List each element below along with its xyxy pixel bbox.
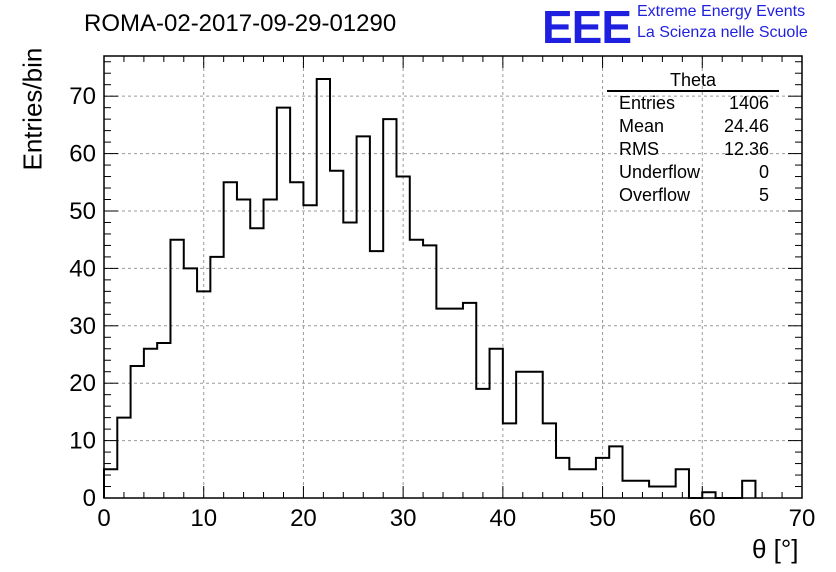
histogram-bin <box>636 481 649 498</box>
stats-label: Overflow <box>619 185 691 205</box>
stats-value: 24.46 <box>723 116 769 136</box>
x-tick-label: 40 <box>490 505 517 532</box>
stats-title: Theta <box>607 70 779 92</box>
histogram-bin <box>157 343 170 498</box>
y-tick-label: 70 <box>69 83 96 110</box>
y-axis-label: Entries/bin <box>17 47 48 171</box>
histogram-bin <box>649 487 662 498</box>
histogram-bin <box>317 79 330 498</box>
histogram-bin <box>410 240 423 498</box>
histogram-bin <box>104 469 117 498</box>
histogram-bin <box>237 200 250 498</box>
x-tick-label: 20 <box>290 505 317 532</box>
stats-label: Mean <box>619 116 665 136</box>
histogram-bin <box>250 228 263 498</box>
histogram-bin <box>676 469 689 498</box>
histogram-bin <box>290 182 303 498</box>
histogram-bin <box>436 309 449 498</box>
histogram-bin <box>224 182 237 498</box>
histogram-bin <box>210 257 223 498</box>
histogram-bin <box>330 171 343 498</box>
stats-value: 0 <box>758 162 769 182</box>
logo-line-2: La Scienza nelle Scuole <box>637 24 808 41</box>
histogram-bin <box>423 245 436 498</box>
stats-value: 1406 <box>728 93 769 113</box>
y-tick-label: 30 <box>69 313 96 340</box>
histogram-bin <box>117 418 130 498</box>
histogram-bin <box>144 349 157 498</box>
histogram-bin <box>516 372 529 498</box>
histogram-bin <box>543 423 556 498</box>
stats-value: 5 <box>758 185 769 205</box>
histogram-bin <box>623 481 636 498</box>
stats-label: Underflow <box>619 162 701 182</box>
plot-frame <box>103 55 803 499</box>
y-tick-label: 20 <box>69 370 96 397</box>
x-tick-label: 0 <box>97 505 110 532</box>
histogram-bin <box>370 251 383 498</box>
histogram-bin <box>609 446 622 498</box>
histogram-bin <box>702 492 715 498</box>
x-tick-label: 30 <box>390 505 417 532</box>
histogram-bin <box>383 119 396 498</box>
logo-line-1: Extreme Energy Events <box>637 3 806 20</box>
stats-box: Theta Entries 1406 Mean 24.46 RMS 12.36 … <box>607 70 779 207</box>
histogram-bin <box>197 291 210 498</box>
stats-row-overflow: Overflow 5 <box>607 184 779 207</box>
stats-value: 12.36 <box>723 139 769 159</box>
y-tick-label: 60 <box>69 141 96 168</box>
stats-row-underflow: Underflow 0 <box>607 161 779 184</box>
histogram-bin <box>476 389 489 498</box>
x-tick-label: 10 <box>190 505 217 532</box>
histogram-bin <box>184 268 197 498</box>
histogram-bin <box>596 458 609 498</box>
histogram-bin <box>357 136 370 498</box>
histogram-bin <box>264 200 277 498</box>
histogram-bin <box>569 469 582 498</box>
histogram-bin <box>131 366 144 498</box>
stats-row-rms: RMS 12.36 <box>607 138 779 161</box>
y-tick-label: 0 <box>83 485 96 512</box>
histogram-bin <box>463 303 476 498</box>
eee-logo: EEE <box>542 1 632 53</box>
histogram-bin <box>662 487 675 498</box>
histogram-bin <box>503 423 516 498</box>
histogram-bin <box>170 240 183 498</box>
stats-label: RMS <box>619 139 659 159</box>
histogram-bin <box>742 481 755 498</box>
histogram-bin <box>529 372 542 498</box>
y-tick-label: 10 <box>69 428 96 455</box>
x-tick-label: 60 <box>689 505 716 532</box>
histogram-bin <box>343 222 356 498</box>
histogram-bin <box>450 309 463 498</box>
histogram-series <box>103 77 757 499</box>
x-tick-label: 70 <box>789 505 816 532</box>
histogram-bin <box>277 108 290 498</box>
histogram-bin <box>396 177 409 498</box>
histogram-bin <box>583 469 596 498</box>
stats-row-mean: Mean 24.46 <box>607 115 779 138</box>
y-tick-label: 40 <box>69 255 96 282</box>
y-tick-label: 50 <box>69 198 96 225</box>
histogram-bin <box>303 205 316 498</box>
x-tick-label: 50 <box>589 505 616 532</box>
stats-row-entries: Entries 1406 <box>607 92 779 115</box>
histogram-bin <box>490 349 503 498</box>
stats-label: Entries <box>619 93 676 113</box>
histogram-bin <box>556 458 569 498</box>
x-axis-label: θ [°] <box>752 534 799 564</box>
chart-title: ROMA-02-2017-09-29-01290 <box>84 10 397 37</box>
